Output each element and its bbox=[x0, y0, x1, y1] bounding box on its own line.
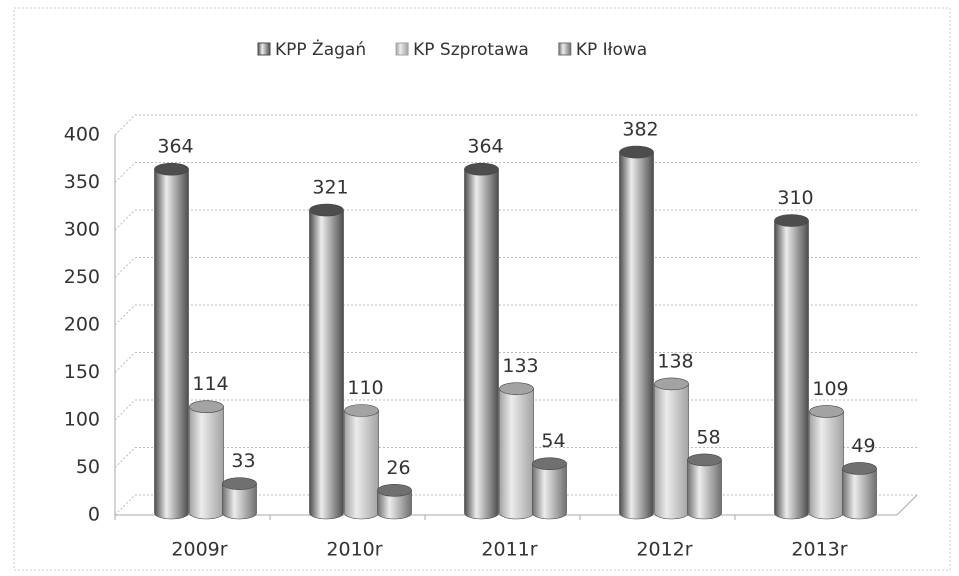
data-label: 133 bbox=[502, 355, 538, 377]
data-label: 382 bbox=[622, 119, 658, 141]
bar bbox=[809, 411, 844, 520]
bar-cap bbox=[222, 477, 257, 490]
data-label: 49 bbox=[851, 435, 875, 457]
bar-cap bbox=[842, 462, 877, 475]
bar bbox=[532, 463, 567, 520]
grid-line bbox=[114, 114, 136, 136]
grid-line bbox=[114, 162, 136, 183]
y-tick-label: 50 bbox=[76, 456, 100, 478]
floor-edge bbox=[896, 494, 918, 516]
grid-line bbox=[114, 209, 136, 231]
data-label: 114 bbox=[192, 373, 228, 395]
bar-cap bbox=[309, 203, 344, 217]
y-tick-label: 0 bbox=[88, 504, 100, 526]
grid-line bbox=[114, 304, 136, 326]
bar-cap bbox=[532, 457, 567, 471]
data-label: 321 bbox=[312, 177, 348, 199]
data-label: 110 bbox=[347, 377, 383, 399]
grid-line bbox=[114, 447, 136, 468]
bar bbox=[842, 468, 877, 520]
bar bbox=[154, 168, 189, 520]
x-tick-label: 2012r bbox=[636, 539, 692, 561]
y-tick-label: 400 bbox=[64, 124, 100, 146]
bar-cap bbox=[687, 453, 722, 467]
y-tick-label: 300 bbox=[64, 219, 100, 241]
y-tick-label: 200 bbox=[64, 314, 100, 336]
bar bbox=[499, 388, 534, 520]
y-tick-label: 150 bbox=[64, 361, 100, 383]
bar bbox=[774, 220, 809, 520]
x-tick-label: 2009r bbox=[171, 539, 227, 561]
data-label: 54 bbox=[541, 430, 565, 452]
legend-swatch bbox=[558, 42, 572, 56]
grid-line bbox=[114, 352, 136, 373]
bar-cap bbox=[654, 377, 689, 391]
data-label: 138 bbox=[657, 350, 693, 372]
bar-cap bbox=[774, 214, 809, 227]
bar-cap bbox=[499, 382, 534, 395]
legend-swatch bbox=[395, 42, 409, 56]
y-tick-label: 250 bbox=[64, 266, 100, 288]
bar-cap bbox=[619, 145, 654, 159]
grid-line bbox=[114, 257, 136, 278]
bar bbox=[344, 410, 379, 520]
data-label: 310 bbox=[777, 187, 813, 209]
data-label: 109 bbox=[812, 378, 848, 400]
bar-cap bbox=[377, 483, 412, 497]
data-label: 58 bbox=[696, 426, 720, 448]
x-tick-label: 2013r bbox=[791, 539, 847, 561]
bar bbox=[687, 459, 722, 520]
bar-cap bbox=[189, 400, 224, 414]
grid-line bbox=[114, 399, 136, 421]
grid-line bbox=[114, 494, 136, 516]
bar bbox=[654, 383, 689, 520]
bar bbox=[377, 490, 412, 520]
data-label: 33 bbox=[231, 450, 255, 472]
bar bbox=[464, 168, 499, 520]
bar-cap bbox=[154, 162, 189, 176]
bar bbox=[619, 151, 654, 520]
x-tick-label: 2010r bbox=[326, 539, 382, 561]
legend-label: KP Szprotawa bbox=[413, 40, 529, 60]
y-tick-label: 350 bbox=[64, 171, 100, 193]
bar bbox=[189, 406, 224, 520]
y-tick-label: 100 bbox=[64, 409, 100, 431]
bar-cap bbox=[464, 162, 499, 176]
data-label: 364 bbox=[157, 136, 193, 158]
x-tick-label: 2011r bbox=[481, 539, 537, 561]
bar-cap bbox=[809, 405, 844, 418]
bar bbox=[222, 483, 257, 520]
legend-label: KPP Żagań bbox=[275, 39, 366, 60]
data-label: 26 bbox=[386, 457, 410, 479]
data-label: 364 bbox=[467, 136, 503, 158]
legend-label: KP Iłowa bbox=[576, 40, 647, 60]
bar bbox=[309, 209, 344, 520]
bar-cap bbox=[344, 404, 379, 417]
legend-swatch bbox=[257, 42, 271, 56]
